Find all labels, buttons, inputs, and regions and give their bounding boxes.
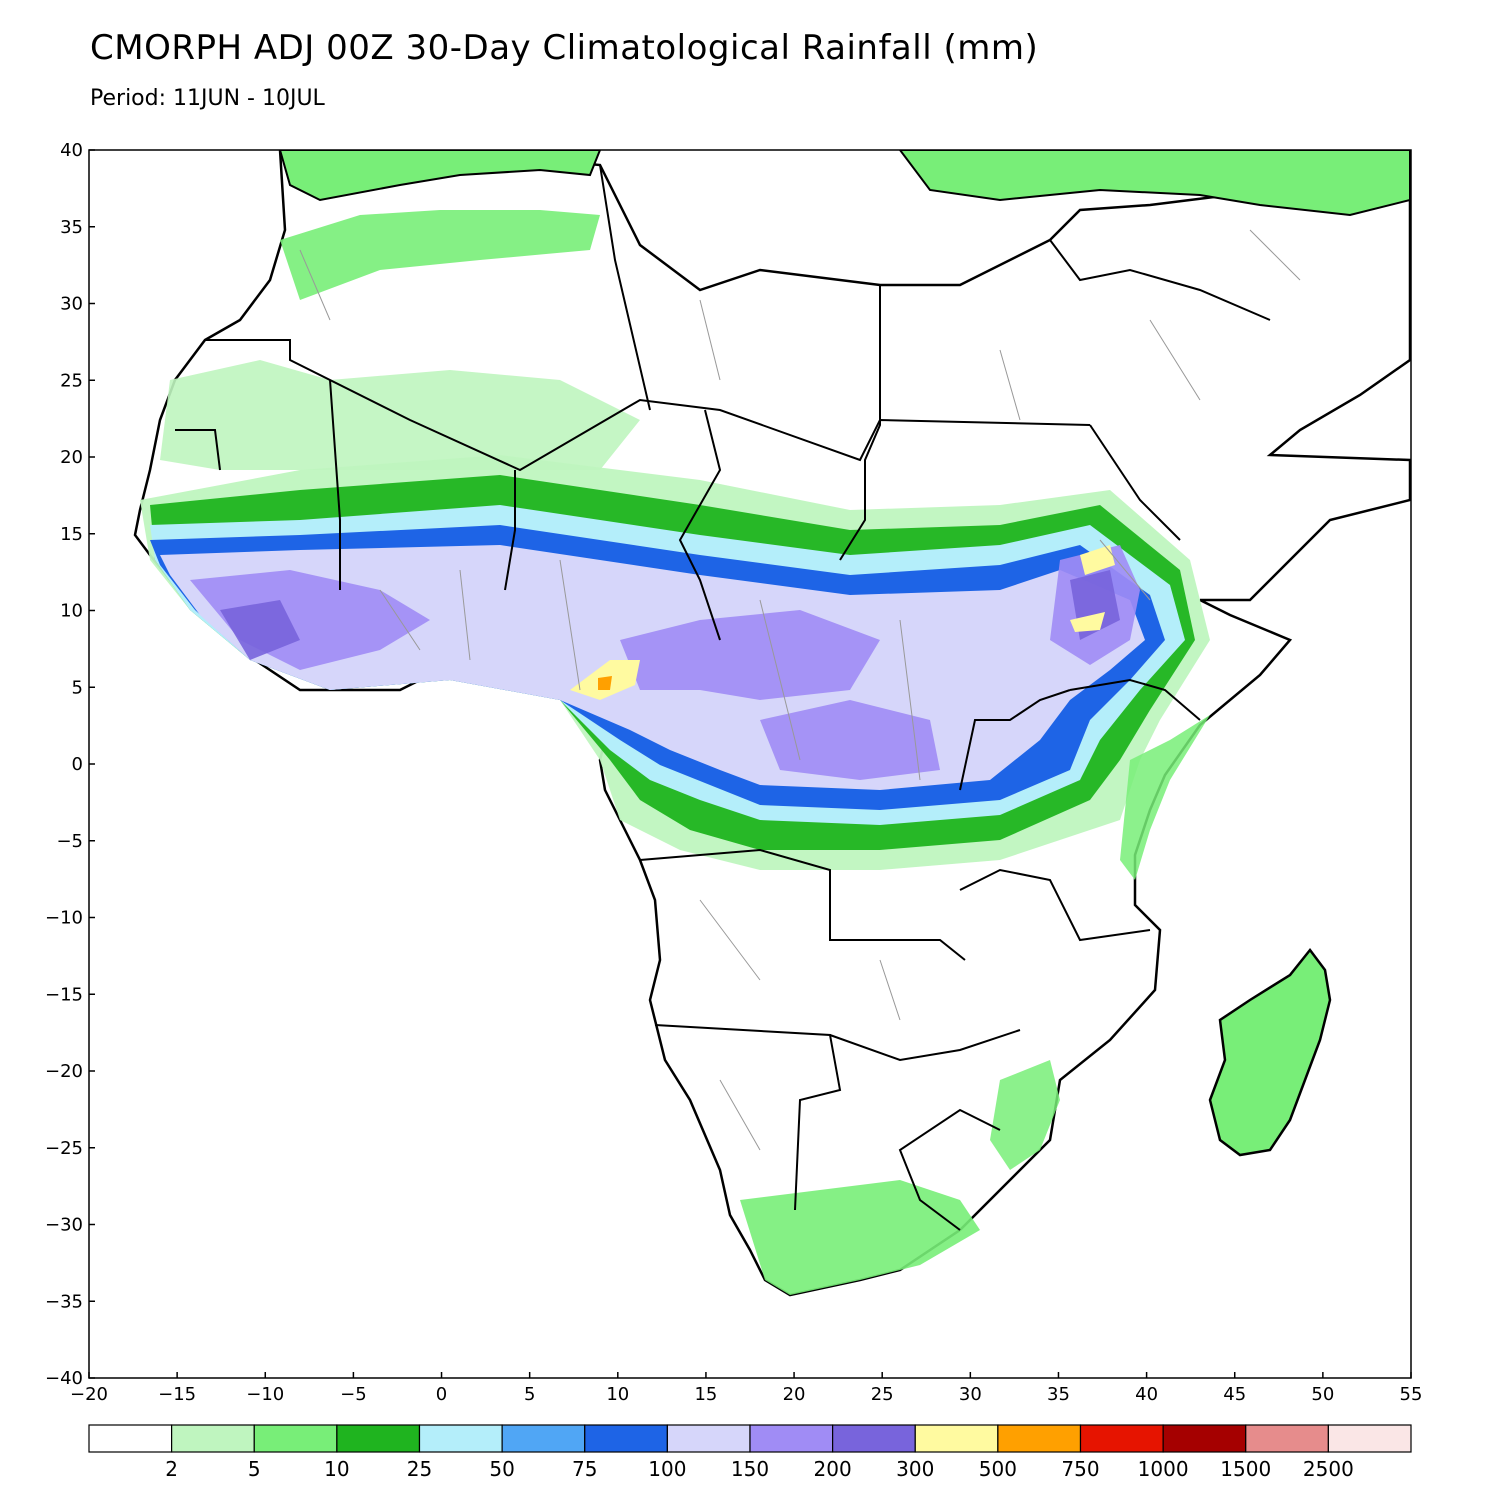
- legend-swatch: [253, 1424, 338, 1453]
- lat-tick-label: −5: [56, 831, 83, 852]
- lon-tick-label: −15: [158, 1384, 196, 1405]
- lon-tick-label: 35: [1047, 1384, 1070, 1405]
- lon-tick-label: 45: [1223, 1384, 1246, 1405]
- legend-swatch: [501, 1424, 586, 1453]
- lat-tick-label: −30: [45, 1215, 83, 1236]
- lat-tick-label: −35: [45, 1291, 83, 1312]
- legend-label: 1000: [1138, 1457, 1189, 1481]
- legend-label: 200: [814, 1457, 852, 1481]
- turkey-coast: [898, 150, 1411, 217]
- southern-africa-rain: [740, 1180, 980, 1295]
- east-africa-coast-rain: [1120, 715, 1210, 880]
- legend-swatch: [336, 1424, 421, 1453]
- legend-label: 100: [648, 1457, 686, 1481]
- legend-swatch: [1245, 1424, 1329, 1453]
- legend-label: 10: [324, 1457, 349, 1481]
- lat-tick-label: −25: [45, 1138, 83, 1159]
- lon-tick-label: 20: [783, 1384, 806, 1405]
- lat-tick-label: −15: [45, 984, 83, 1005]
- legend-swatch: [832, 1424, 916, 1453]
- rain-band-750mm: [598, 676, 612, 690]
- lon-tick-label: 55: [1400, 1384, 1423, 1405]
- lat-tick-label: 35: [60, 217, 83, 238]
- lat-tick-label: 30: [60, 294, 83, 315]
- legend-label: 300: [896, 1457, 934, 1481]
- madagascar-landmass: [1208, 947, 1332, 1157]
- lon-tick-label: 5: [524, 1384, 535, 1405]
- lat-tick-label: −20: [45, 1061, 83, 1082]
- lon-tick-label: 30: [959, 1384, 982, 1405]
- southeast-coast-rain: [990, 1060, 1060, 1170]
- legend-label: 150: [731, 1457, 769, 1481]
- lon-tick-label: 0: [436, 1384, 447, 1405]
- lon-tick-label: 10: [606, 1384, 629, 1405]
- lon-tick-label: −5: [340, 1384, 367, 1405]
- lat-tick-label: −10: [45, 908, 83, 929]
- legend-swatch: [1162, 1424, 1247, 1453]
- rain-band-500mm: [570, 545, 1115, 700]
- legend-swatch: [584, 1424, 668, 1453]
- legend-swatch: [666, 1424, 751, 1453]
- lon-tick-label: 25: [871, 1384, 894, 1405]
- legend-label: 75: [572, 1457, 597, 1481]
- lat-tick-label: 0: [72, 754, 83, 775]
- admin-borders: [299, 229, 1301, 1151]
- legend-label: 2: [165, 1457, 178, 1481]
- lon-tick-label: 40: [1135, 1384, 1158, 1405]
- legend-label: 50: [489, 1457, 514, 1481]
- lat-tick-label: 5: [72, 677, 83, 698]
- legend-label: 500: [979, 1457, 1017, 1481]
- map-field: [133, 150, 1411, 1297]
- lat-tick-label: 20: [60, 447, 83, 468]
- map-title: CMORPH ADJ 00Z 30-Day Climatological Rai…: [90, 28, 1039, 68]
- maghreb-rain: [280, 210, 600, 300]
- legend-swatch: [914, 1424, 999, 1453]
- rainfall-legend: [88, 1424, 1412, 1453]
- legend-label: 1500: [1220, 1457, 1271, 1481]
- legend-swatch: [88, 1424, 173, 1453]
- europe-coast: [278, 150, 602, 202]
- lat-tick-label: 15: [60, 524, 83, 545]
- legend-swatch: [1079, 1424, 1164, 1453]
- country-borders: [175, 164, 1271, 1231]
- legend-swatch: [997, 1424, 1082, 1453]
- lat-tick-label: 25: [60, 370, 83, 391]
- lon-tick-label: 15: [694, 1384, 717, 1405]
- legend-swatch: [418, 1424, 503, 1453]
- legend-swatch: [171, 1424, 255, 1453]
- lat-tick-label: −40: [45, 1368, 83, 1389]
- lat-tick-label: 10: [60, 601, 83, 622]
- map-subtitle: Period: 11JUN - 10JUL: [90, 86, 325, 111]
- lon-tick-label: −10: [246, 1384, 284, 1405]
- legend-label: 25: [407, 1457, 432, 1481]
- rainfall-legend-labels: 2 5 10 25 50 75 100 150 200 300 500 750 1000 1500 2500: [165, 1457, 1354, 1481]
- legend-label: 5: [248, 1457, 261, 1481]
- legend-swatch: [749, 1424, 834, 1453]
- lon-tick-label: 50: [1311, 1384, 1334, 1405]
- rain-band-200mm: [190, 545, 1140, 780]
- lat-tick-label: 40: [60, 140, 83, 161]
- latitude-axis: 40 35 30 25 20 15 10 5 0 −5 −10 −15 −20 −25 −30 −35 −40: [45, 140, 95, 1389]
- legend-label: 2500: [1303, 1457, 1354, 1481]
- legend-label: 750: [1061, 1457, 1099, 1481]
- lon-tick-label: −20: [70, 1384, 108, 1405]
- longitude-axis: −20 −15 −10 −5 0 5 10 15 20 25 30 35 40 45 50 55: [70, 1372, 1422, 1405]
- legend-swatch: [1327, 1424, 1412, 1453]
